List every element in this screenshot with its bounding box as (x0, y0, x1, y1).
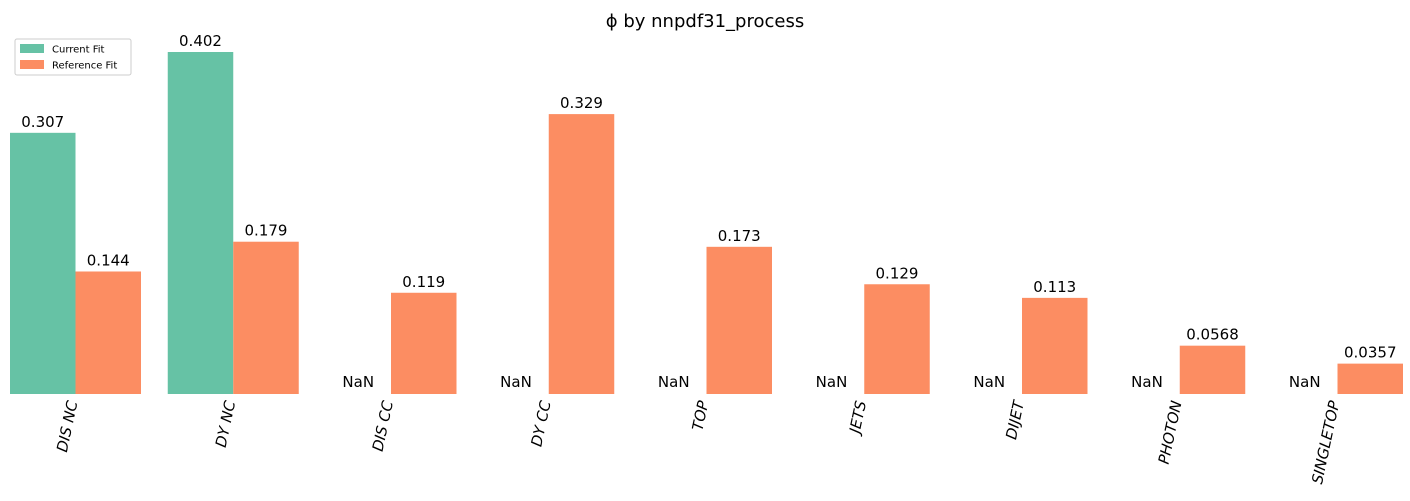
legend-label-current-fit: Current Fit (52, 45, 105, 56)
value-label-reference-fit-dy-cc: 0.329 (560, 94, 603, 112)
x-tick-label-dis-cc: DIS CC (369, 399, 397, 453)
legend: Current Fit Reference Fit (14, 38, 132, 76)
x-tick-label-jets: JETS (845, 399, 870, 438)
bar-reference-fit-dy-nc (233, 241, 299, 394)
x-tick-label-singletop: SINGLETOP (1308, 398, 1343, 485)
bar-reference-fit-jets (864, 284, 930, 394)
value-label-reference-fit-dy-nc: 0.179 (245, 222, 288, 240)
value-label-current-fit-dy-nc: 0.402 (179, 32, 222, 50)
bar-reference-fit-dis-nc (75, 271, 141, 394)
x-tick-label-dy-nc: DY NC (212, 399, 240, 449)
value-label-reference-fit-photon: 0.0568 (1186, 326, 1239, 344)
bar-reference-fit-dis-cc (391, 292, 457, 394)
value-label-current-fit-dy-cc: NaN (500, 373, 532, 391)
value-label-current-fit-singletop: NaN (1289, 373, 1321, 391)
bar-reference-fit-top (706, 246, 772, 394)
value-label-reference-fit-dis-nc: 0.144 (87, 251, 130, 269)
x-tick-labels-group: DIS NC DY NC DIS CC DY CC TOP JETS DIJET PHOTON… (53, 397, 1344, 485)
bar-reference-fit-singletop (1337, 363, 1403, 394)
bar-reference-fit-dy-cc (548, 114, 615, 394)
bar-current-fit-dy-nc (167, 52, 234, 394)
x-tick-label-dis-nc: DIS NC (53, 399, 82, 454)
chart-title: ϕ by nnpdf31_process (606, 11, 804, 32)
bars-group (10, 52, 1403, 394)
value-label-reference-fit-jets: 0.129 (876, 264, 919, 282)
x-tick-label-dy-cc: DY CC (527, 399, 554, 449)
value-label-current-fit-dis-nc: 0.307 (21, 113, 64, 131)
x-tick-label-top: TOP (689, 398, 713, 432)
value-label-current-fit-jets: NaN (816, 373, 848, 391)
legend-swatch-current-fit (20, 44, 44, 53)
value-label-current-fit-top: NaN (658, 373, 690, 391)
value-label-reference-fit-singletop: 0.0357 (1344, 344, 1397, 362)
value-label-current-fit-dis-cc: NaN (342, 373, 374, 391)
bar-reference-fit-dijet (1022, 297, 1088, 394)
x-tick-label-dijet: DIJET (1002, 397, 1028, 441)
bar-reference-fit-photon (1179, 345, 1246, 394)
bar-current-fit-dis-nc (10, 132, 76, 394)
value-label-current-fit-photon: NaN (1131, 373, 1163, 391)
legend-label-reference-fit: Reference Fit (52, 61, 117, 72)
x-tick-label-photon: PHOTON (1155, 399, 1186, 466)
legend-swatch-reference-fit (20, 60, 44, 69)
value-labels-group: 0.307 0.144 0.402 0.179 NaN 0.119 NaN 0.329 NaN 0… (21, 32, 1396, 391)
value-label-reference-fit-top: 0.173 (718, 227, 761, 245)
value-label-current-fit-dijet: NaN (973, 373, 1005, 391)
value-label-reference-fit-dis-cc: 0.119 (402, 273, 445, 291)
value-label-reference-fit-dijet: 0.113 (1033, 278, 1076, 296)
